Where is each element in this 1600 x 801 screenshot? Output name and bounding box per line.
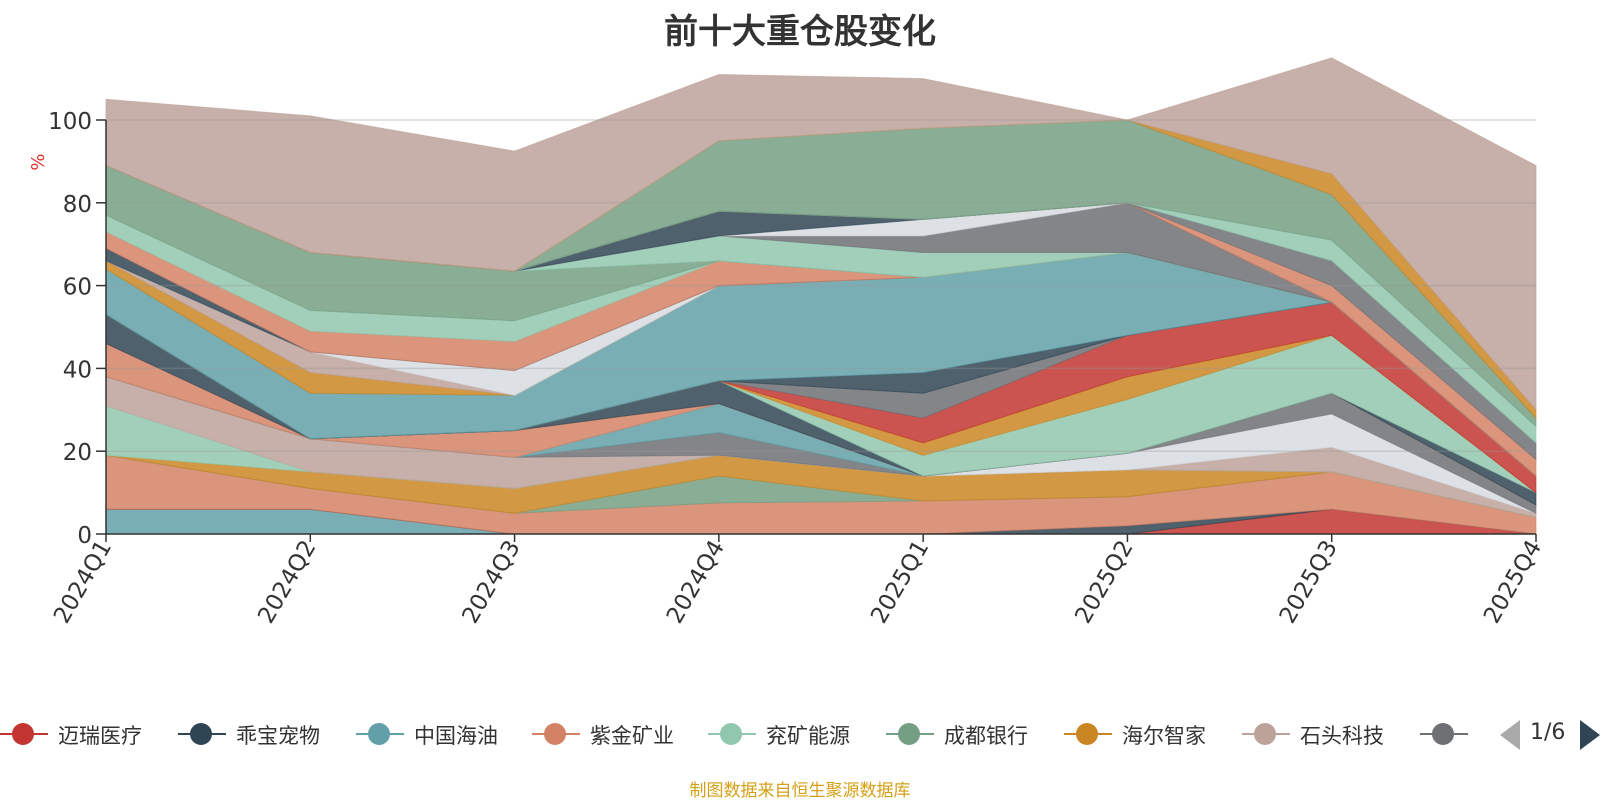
- legend-label: 迈瑞医疗: [58, 724, 142, 748]
- legend-item-3[interactable]: 紫金矿业: [532, 716, 708, 752]
- x-tick-label-2: 2024Q3: [458, 536, 526, 628]
- x-tick-label-4: 2025Q1: [866, 536, 934, 628]
- legend-dot-icon: [720, 723, 742, 745]
- y-tick-label-3: 60: [63, 275, 92, 301]
- legend-item-0[interactable]: 迈瑞医疗: [0, 716, 176, 752]
- legend-page-indicator: 1/6: [1530, 720, 1566, 745]
- legend-dot-icon: [544, 723, 566, 745]
- legend-dot-icon: [1254, 723, 1276, 745]
- y-tick-label-5: 100: [48, 109, 92, 135]
- y-tick-label-0: 0: [77, 523, 92, 549]
- y-axis-label: %: [28, 153, 49, 170]
- legend-label: 成都银行: [944, 724, 1028, 748]
- legend-item-4[interactable]: 兖矿能源: [708, 716, 884, 752]
- legend-label: 兖矿能源: [766, 724, 850, 748]
- x-tick-label-7: 2025Q4: [1479, 536, 1547, 628]
- legend-item-7[interactable]: 石头科技: [1242, 716, 1418, 752]
- stacked-area-chart: 0 20 40 60 80 100 2024Q1 2024Q2 2024Q3 2024Q4 2025…: [28, 57, 1547, 628]
- legend-next-icon[interactable]: [1580, 720, 1600, 750]
- area-layer-35: [105, 57, 1537, 412]
- legend-item-1[interactable]: 乖宝宠物: [178, 716, 354, 752]
- x-tick-label-1: 2024Q2: [253, 536, 321, 628]
- source-note: 制图数据来自恒生聚源数据库: [689, 781, 911, 801]
- legend-dot-icon: [190, 723, 212, 745]
- legend-dot-icon: [1076, 723, 1098, 745]
- legend-label: 石头科技: [1300, 724, 1384, 748]
- legend-item-6[interactable]: 海尔智家: [1064, 716, 1240, 752]
- x-tick-label-5: 2025Q2: [1070, 536, 1138, 628]
- legend-item-2[interactable]: 中国海油: [356, 716, 532, 752]
- y-tick-label-2: 40: [63, 357, 92, 383]
- x-tick-label-6: 2025Q3: [1275, 536, 1343, 628]
- legend-dot-icon: [368, 723, 390, 745]
- legend-dot-icon: [12, 723, 34, 745]
- legend-item-8[interactable]: [1420, 716, 1470, 752]
- legend-dot-icon: [1432, 723, 1454, 745]
- x-tick-label-3: 2024Q4: [662, 536, 730, 628]
- legend-label: 海尔智家: [1122, 724, 1206, 748]
- legend-prev-icon[interactable]: [1500, 720, 1520, 750]
- legend-pager: 1/6: [1500, 716, 1600, 752]
- legend-dot-icon: [898, 723, 920, 745]
- legend-label: 中国海油: [414, 724, 498, 748]
- area-layers: [105, 57, 1537, 535]
- chart-title: 前十大重仓股变化: [664, 12, 936, 52]
- y-tick-label-1: 20: [63, 440, 92, 466]
- legend-label: 乖宝宠物: [236, 724, 320, 748]
- y-tick-label-4: 80: [63, 192, 92, 218]
- legend-item-5[interactable]: 成都银行: [886, 716, 1062, 752]
- legend: 迈瑞医疗 乖宝宠物 中国海油 紫金矿业 兖矿能源 成都银行 海尔智家 石头科技: [0, 716, 1470, 752]
- x-tick-label-0: 2024Q1: [49, 536, 117, 628]
- legend-label: 紫金矿业: [590, 724, 674, 748]
